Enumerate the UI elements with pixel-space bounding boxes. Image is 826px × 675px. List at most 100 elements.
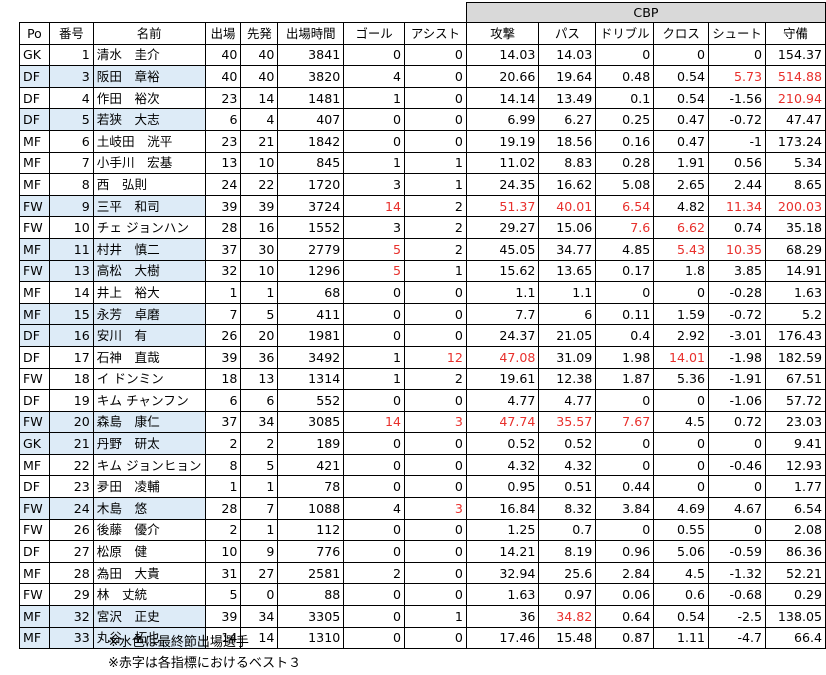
cell-cross: 5.06 — [653, 540, 710, 563]
cell-number: 17 — [48, 345, 94, 369]
cell-name: 若狭 大志 — [92, 108, 206, 131]
cell-minutes: 3724 — [277, 194, 345, 218]
header-cross: クロス — [653, 22, 710, 45]
cell-goals: 0 — [343, 518, 405, 542]
table-row: MF 28 為田 大貴 31 27 2581 2 0 32.94 25.6 2.84 4.5 -1.32… — [19, 561, 826, 585]
cell-attack: 4.77 — [465, 389, 540, 412]
cell-assists: 0 — [403, 626, 467, 650]
cell-starts: 16 — [240, 216, 279, 239]
cell-number: 32 — [48, 605, 94, 628]
cell-minutes: 3492 — [277, 345, 345, 369]
cell-starts: 1 — [240, 475, 279, 499]
cell-number: 10 — [48, 216, 94, 239]
cell-number: 9 — [48, 194, 94, 218]
cell-assists: 0 — [403, 540, 467, 563]
cell-pass: 0.7 — [538, 518, 597, 542]
cell-defense: 5.2 — [765, 302, 826, 326]
cell-attack: 45.05 — [465, 237, 540, 261]
cell-starts: 30 — [240, 237, 279, 261]
cell-assists: 2 — [403, 216, 467, 239]
cell-attack: 6.99 — [465, 108, 540, 131]
cell-minutes: 1552 — [277, 216, 345, 239]
cell-number: 8 — [48, 173, 94, 196]
cell-assists: 0 — [403, 453, 467, 477]
cell-starts: 9 — [240, 540, 279, 563]
cell-number: 24 — [48, 497, 94, 520]
cell-pass: 19.64 — [538, 65, 597, 88]
cell-defense: 6.54 — [765, 497, 826, 520]
cell-starts: 39 — [240, 194, 279, 218]
cell-attack: 17.46 — [465, 626, 540, 650]
table-row: FW 26 後藤 優介 2 1 112 0 0 1.25 0.7 0 0.55 0 2.08 — [19, 518, 826, 542]
cell-apps: 7 — [204, 302, 242, 326]
cell-minutes: 1720 — [277, 173, 345, 196]
header-position: Po — [19, 22, 50, 45]
cell-pass: 15.06 — [538, 216, 597, 239]
cell-goals: 0 — [343, 281, 405, 304]
cell-minutes: 2581 — [277, 561, 345, 585]
cell-shot: 10.35 — [708, 237, 767, 261]
cell-pass: 8.83 — [538, 151, 597, 175]
cell-shot: 0.56 — [708, 151, 767, 175]
cell-minutes: 1296 — [277, 259, 345, 283]
table-row: DF 5 若狭 大志 6 4 407 0 0 6.99 6.27 0.25 0.47 -0.72 47.4… — [19, 108, 826, 131]
cell-position: MF — [19, 129, 50, 153]
cell-apps: 2 — [204, 518, 242, 542]
footnote-blue: ※水色は最終節出場選手 — [108, 635, 249, 650]
cell-assists: 0 — [403, 86, 467, 110]
cell-name: 為田 大貴 — [92, 561, 206, 585]
cell-name: 作田 裕次 — [92, 86, 206, 110]
cell-number: 16 — [48, 324, 94, 347]
cell-starts: 34 — [240, 605, 279, 628]
cell-attack: 4.32 — [465, 453, 540, 477]
cell-assists: 2 — [403, 237, 467, 261]
cell-name: 林 丈統 — [92, 583, 206, 607]
cell-shot: -0.72 — [708, 302, 767, 326]
cell-number: 28 — [48, 561, 94, 585]
cell-goals: 0 — [343, 324, 405, 347]
cell-attack: 32.94 — [465, 561, 540, 585]
cell-defense: 68.29 — [765, 237, 826, 261]
cell-attack: 1.25 — [465, 518, 540, 542]
cell-shot: 0.72 — [708, 410, 767, 434]
cell-position: FW — [19, 518, 50, 542]
cell-shot: 2.44 — [708, 173, 767, 196]
cell-position: MF — [19, 151, 50, 175]
cell-position: FW — [19, 583, 50, 607]
cell-defense: 2.08 — [765, 518, 826, 542]
cell-pass: 31.09 — [538, 345, 597, 369]
table-row: FW 18 イ ドンミン 18 13 1314 1 2 19.61 12.38 1.87 5.36 -1… — [19, 367, 826, 391]
cell-dribble: 0.48 — [595, 65, 655, 88]
cell-number: 13 — [48, 259, 94, 283]
table-row: MF 8 西 弘則 24 22 1720 3 1 24.35 16.62 5.08 2.65 2.44 8… — [19, 173, 826, 196]
table-row: MF 15 永芳 卓磨 7 5 411 0 0 7.7 6 0.11 1.59 -0.72 5.2 — [19, 302, 826, 326]
cell-cross: 0.54 — [653, 86, 710, 110]
cell-starts: 10 — [240, 151, 279, 175]
cell-position: DF — [19, 540, 50, 563]
cell-apps: 10 — [204, 540, 242, 563]
cell-position: FW — [19, 497, 50, 520]
cell-number: 29 — [48, 583, 94, 607]
cell-apps: 8 — [204, 453, 242, 477]
cell-goals: 0 — [343, 432, 405, 455]
cell-shot: 0 — [708, 43, 767, 67]
cell-defense: 23.03 — [765, 410, 826, 434]
cell-apps: 37 — [204, 237, 242, 261]
table-row: GK 21 丹野 研太 2 2 189 0 0 0.52 0.52 0 0 0 9.41 — [19, 432, 826, 455]
cell-assists: 0 — [403, 389, 467, 412]
cell-pass: 0.97 — [538, 583, 597, 607]
cell-starts: 14 — [240, 626, 279, 650]
header-apps: 出場 — [204, 22, 242, 45]
player-stats-table: CBP Po 番号 名前 出場 先発 出場時間 ゴール アシスト 攻撃 パス ドリブル クロス シュート… — [19, 2, 826, 650]
cell-goals: 0 — [343, 583, 405, 607]
cell-dribble: 0.06 — [595, 583, 655, 607]
table-row: DF 17 石神 直哉 39 36 3492 1 12 47.08 31.09 1.98 14.01-… — [19, 345, 826, 369]
cell-cross: 0.47 — [653, 129, 710, 153]
cell-position: MF — [19, 453, 50, 477]
table-row: FW 9 三平 和司 39 39 3724 14 2 51.37 40.01 6.54 4.82 11.… — [19, 194, 826, 218]
cell-cross: 1.59 — [653, 302, 710, 326]
cell-cross: 0 — [653, 281, 710, 304]
cell-assists: 0 — [403, 475, 467, 499]
cell-assists: 12 — [403, 345, 467, 369]
